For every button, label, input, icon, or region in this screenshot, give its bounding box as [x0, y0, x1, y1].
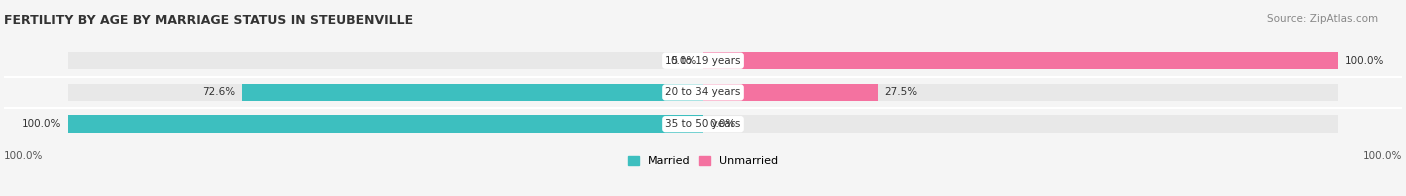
Text: 100.0%: 100.0%: [1362, 151, 1402, 161]
Bar: [703, 52, 1339, 69]
Bar: [67, 84, 703, 101]
Bar: [703, 52, 1339, 69]
Text: 100.0%: 100.0%: [1344, 56, 1384, 66]
Text: 35 to 50 years: 35 to 50 years: [665, 119, 741, 129]
Bar: [703, 84, 877, 101]
Text: FERTILITY BY AGE BY MARRIAGE STATUS IN STEUBENVILLE: FERTILITY BY AGE BY MARRIAGE STATUS IN S…: [4, 14, 413, 27]
Bar: [67, 52, 703, 69]
Text: 27.5%: 27.5%: [884, 87, 917, 97]
Text: 20 to 34 years: 20 to 34 years: [665, 87, 741, 97]
Text: 72.6%: 72.6%: [202, 87, 235, 97]
Text: 100.0%: 100.0%: [4, 151, 44, 161]
Text: 100.0%: 100.0%: [22, 119, 62, 129]
Bar: [703, 115, 1339, 133]
Bar: [703, 84, 1339, 101]
Bar: [67, 115, 703, 133]
Legend: Married, Unmarried: Married, Unmarried: [623, 152, 783, 171]
Bar: [67, 115, 703, 133]
Text: 0.0%: 0.0%: [671, 56, 696, 66]
Text: 0.0%: 0.0%: [710, 119, 735, 129]
Text: 15 to 19 years: 15 to 19 years: [665, 56, 741, 66]
Text: Source: ZipAtlas.com: Source: ZipAtlas.com: [1267, 14, 1378, 24]
Bar: [242, 84, 703, 101]
